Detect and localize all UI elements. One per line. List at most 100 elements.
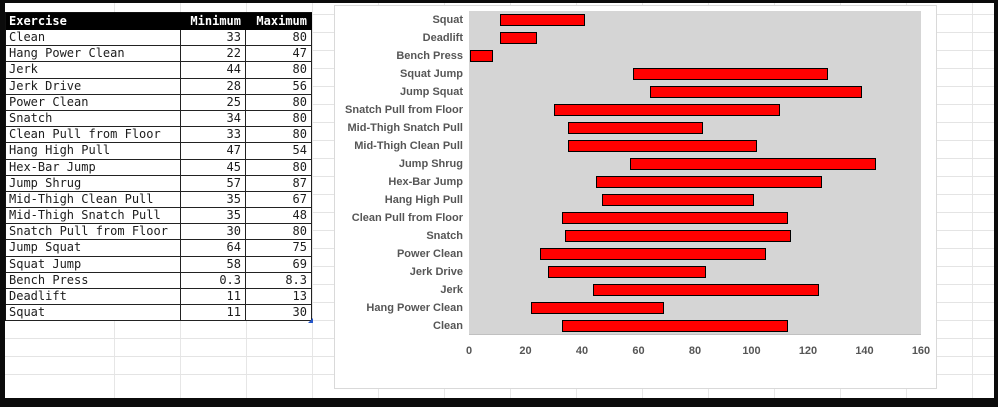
table-row: Snatch Pull from Floor 30 80 [6, 224, 312, 241]
cell-maximum[interactable]: 56 [246, 78, 312, 95]
range-bar[interactable] [548, 266, 707, 278]
range-bar[interactable] [553, 104, 780, 116]
range-bar[interactable] [567, 122, 704, 134]
cell-exercise[interactable]: Squat Jump [6, 256, 181, 273]
cell-exercise[interactable]: Mid-Thigh Snatch Pull [6, 208, 181, 225]
range-bar[interactable] [531, 302, 664, 314]
window-border-right [994, 0, 998, 407]
cell-exercise[interactable]: Bench Press [6, 272, 181, 289]
cell-minimum[interactable]: 30 [181, 224, 246, 241]
cell-exercise[interactable]: Mid-Thigh Clean Pull [6, 191, 181, 209]
range-bar[interactable] [562, 320, 789, 332]
cell-maximum[interactable]: 80 [246, 159, 312, 176]
cell-minimum[interactable]: 45 [181, 159, 246, 176]
range-bar[interactable] [500, 32, 537, 44]
cell-minimum[interactable]: 64 [181, 240, 246, 257]
cell-exercise[interactable]: Clean Pull from Floor [6, 127, 181, 144]
selection-handle[interactable] [308, 318, 313, 324]
cell-maximum[interactable]: 87 [246, 175, 312, 192]
cell-exercise[interactable]: Squat [6, 305, 181, 322]
cell-exercise[interactable]: Jump Squat [6, 240, 181, 257]
cell-maximum[interactable]: 80 [246, 30, 312, 47]
cell-exercise[interactable]: Snatch [6, 110, 181, 128]
cell-minimum[interactable]: 11 [181, 305, 246, 322]
range-bar[interactable] [601, 194, 755, 206]
category-label: Squat Jump [400, 67, 463, 80]
table-header-row: Exercise Minimum Maximum [6, 13, 312, 30]
cell-minimum[interactable]: 57 [181, 175, 246, 192]
category-label: Bench Press [396, 49, 463, 62]
cell-exercise[interactable]: Power Clean [6, 94, 181, 111]
range-bar-chart[interactable]: Squat Deadlift Bench Press Squat Jump Jump S… [334, 5, 937, 389]
cell-minimum[interactable]: 25 [181, 94, 246, 111]
category-label: Clean [433, 319, 463, 332]
cell-minimum[interactable]: 11 [181, 289, 246, 306]
range-bar[interactable] [649, 86, 862, 98]
cell-maximum[interactable]: 75 [246, 240, 312, 257]
cell-exercise[interactable]: Hang Power Clean [6, 46, 181, 63]
cell-maximum[interactable]: 80 [246, 224, 312, 241]
value-axis-tick-label: 160 [911, 345, 931, 357]
table-row: Snatch 34 80 [6, 110, 312, 128]
table-row: Deadlift 11 13 [6, 289, 312, 306]
cell-minimum[interactable]: 35 [181, 208, 246, 225]
cell-maximum[interactable]: 13 [246, 289, 312, 306]
cell-maximum[interactable]: 54 [246, 143, 312, 160]
category-label: Jerk [440, 283, 463, 296]
cell-maximum[interactable]: 48 [246, 208, 312, 225]
range-bar[interactable] [593, 284, 820, 296]
cell-minimum[interactable]: 0.3 [181, 272, 246, 289]
range-bar[interactable] [562, 212, 789, 224]
cell-minimum[interactable]: 58 [181, 256, 246, 273]
cell-maximum[interactable]: 80 [246, 94, 312, 111]
cell-maximum[interactable]: 8.3 [246, 272, 312, 289]
cell-exercise[interactable]: Snatch Pull from Floor [6, 224, 181, 241]
table-row: Jump Shrug 57 87 [6, 175, 312, 192]
value-axis-tick-label: 100 [742, 345, 761, 357]
category-label: Deadlift [422, 31, 463, 44]
range-bar[interactable] [567, 140, 758, 152]
col-header-minimum[interactable]: Minimum [181, 13, 246, 30]
cell-maximum[interactable]: 80 [246, 62, 312, 79]
cell-maximum[interactable]: 80 [246, 110, 312, 128]
cell-exercise[interactable]: Hex-Bar Jump [6, 159, 181, 176]
cell-minimum[interactable]: 22 [181, 46, 246, 63]
cell-exercise[interactable]: Jump Shrug [6, 175, 181, 192]
cell-exercise[interactable]: Deadlift [6, 289, 181, 306]
category-label: Power Clean [396, 247, 463, 260]
plot-area[interactable] [469, 11, 921, 335]
exercise-table: Exercise Minimum Maximum Clean 33 80 Hang P… [5, 12, 313, 324]
col-header-exercise[interactable]: Exercise [6, 13, 181, 30]
range-bar[interactable] [632, 68, 828, 80]
range-bar[interactable] [539, 248, 766, 260]
category-label: Hang High Pull [384, 193, 463, 206]
cell-minimum[interactable]: 28 [181, 78, 246, 95]
cell-minimum[interactable]: 44 [181, 62, 246, 79]
range-bar[interactable] [469, 50, 494, 62]
cell-maximum[interactable]: 80 [246, 127, 312, 144]
range-bar[interactable] [630, 158, 876, 170]
cell-maximum[interactable]: 69 [246, 256, 312, 273]
cell-minimum[interactable]: 33 [181, 30, 246, 47]
cell-maximum[interactable]: 67 [246, 191, 312, 209]
cell-minimum[interactable]: 35 [181, 191, 246, 209]
cell-exercise[interactable]: Jerk [6, 62, 181, 79]
cell-exercise[interactable]: Clean [6, 30, 181, 47]
cell-minimum[interactable]: 33 [181, 127, 246, 144]
range-bar[interactable] [565, 230, 792, 242]
cell-minimum[interactable]: 34 [181, 110, 246, 128]
value-axis-tick-label: 60 [632, 345, 645, 357]
cell-minimum[interactable]: 47 [181, 143, 246, 160]
value-axis-tick-label: 80 [688, 345, 702, 357]
range-bar[interactable] [500, 14, 585, 26]
range-bar[interactable] [596, 176, 823, 188]
value-axis-tick-label: 0 [465, 345, 473, 357]
value-axis-tick-label: 40 [575, 345, 589, 357]
col-header-maximum[interactable]: Maximum [246, 13, 312, 30]
cell-maximum[interactable]: 30 [246, 305, 312, 322]
cell-exercise[interactable]: Jerk Drive [6, 78, 181, 95]
cell-exercise[interactable]: Hang High Pull [6, 143, 181, 160]
value-axis-tick-label: 140 [855, 345, 874, 357]
value-axis-tick-label: 20 [519, 345, 532, 357]
cell-maximum[interactable]: 47 [246, 46, 312, 63]
